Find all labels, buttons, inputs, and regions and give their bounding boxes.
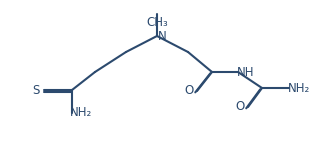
Text: CH₃: CH₃: [146, 15, 168, 28]
Text: O: O: [235, 101, 245, 114]
Text: O: O: [184, 84, 194, 97]
Text: NH: NH: [237, 65, 255, 78]
Text: NH₂: NH₂: [288, 82, 310, 95]
Text: N: N: [157, 30, 166, 43]
Text: NH₂: NH₂: [70, 106, 92, 119]
Text: S: S: [32, 84, 40, 97]
